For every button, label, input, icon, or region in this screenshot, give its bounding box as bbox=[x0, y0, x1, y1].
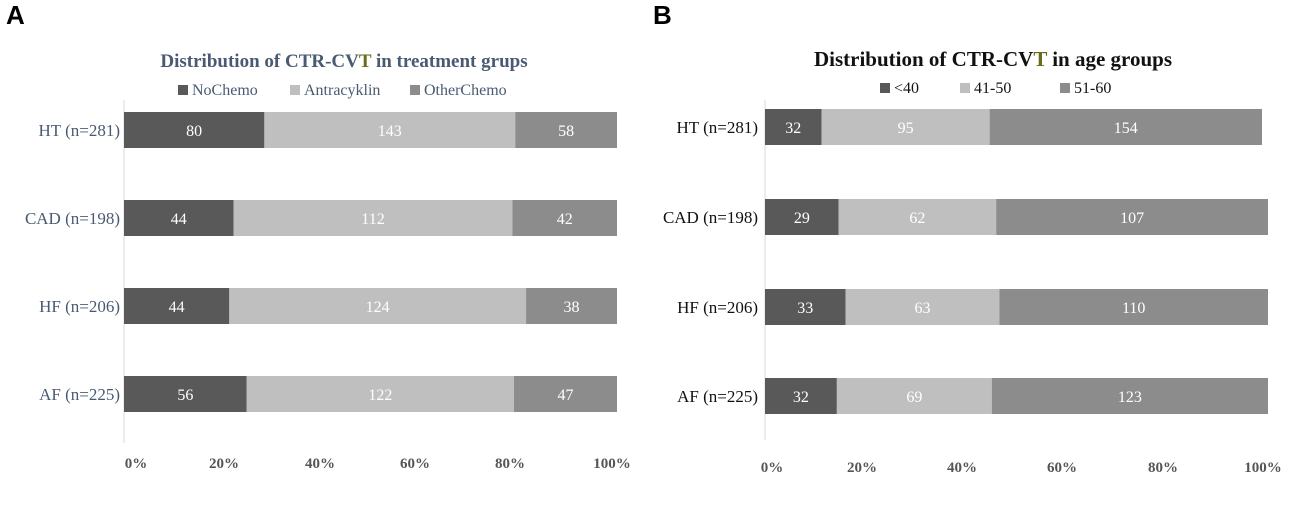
chart1-title-main: Distribution of CTR-CV bbox=[160, 51, 359, 72]
chart1-x-tick-4: 60% bbox=[400, 456, 430, 472]
chart2-panel: B Distribution of CTR-CVT in age groups <4… bbox=[653, 0, 1282, 476]
chart2-bar-2-1 bbox=[765, 199, 839, 235]
chart1-bar-3-1 bbox=[124, 288, 230, 324]
chart1-legend-label-1: NoChemo bbox=[192, 82, 258, 99]
chart2-legend-label-1: <40 bbox=[894, 80, 919, 97]
chart2-x-tick-5: 80% bbox=[1148, 460, 1178, 476]
chart2-category-label-2: CAD (n=198) bbox=[663, 208, 758, 227]
chart1-title: Distribution of CTR-CVT in treatment gru… bbox=[160, 51, 527, 72]
chart1-category-label-4: AF (n=225) bbox=[39, 385, 120, 404]
chart1-bar-1-3 bbox=[515, 112, 617, 148]
chart2-bar-3-1 bbox=[765, 289, 846, 325]
chart1-bar-4-2 bbox=[246, 376, 515, 412]
chart2-legend-swatch-2 bbox=[960, 83, 970, 93]
chart1-bar-2-3 bbox=[512, 200, 617, 236]
chart2-bar-3-2 bbox=[845, 289, 1000, 325]
chart1-bar-3-2 bbox=[229, 288, 527, 324]
chart2-bar-4-3 bbox=[991, 378, 1268, 414]
chart1-legend-swatch-1 bbox=[178, 85, 188, 95]
chart1-data-label-3-2: 124 bbox=[366, 299, 390, 316]
chart2-x-tick-6: 100% bbox=[1244, 460, 1282, 476]
chart1-data-label-4-3: 47 bbox=[558, 387, 574, 404]
chart1-title-accent: T bbox=[359, 51, 372, 72]
chart1-legend-swatch-3 bbox=[410, 85, 420, 95]
chart1-category-label-3: HF (n=206) bbox=[39, 297, 120, 316]
chart2-panel-letter: B bbox=[653, 0, 672, 30]
chart1-x-tick-1: 0% bbox=[125, 456, 148, 472]
chart2-bar-1-2 bbox=[821, 109, 990, 145]
chart1-bar-1-1 bbox=[124, 112, 265, 148]
chart1-data-label-1-2: 143 bbox=[378, 123, 402, 140]
chart2-legend-label-3: 51-60 bbox=[1074, 80, 1111, 97]
chart1-bar-1-2 bbox=[264, 112, 516, 148]
chart2-category-label-1: HT (n=281) bbox=[676, 118, 758, 137]
chart1-data-label-2-2: 112 bbox=[361, 211, 384, 228]
chart2-legend-swatch-3 bbox=[1060, 83, 1070, 93]
chart1-panel-letter: A bbox=[6, 0, 25, 30]
chart2-bar-2-3 bbox=[996, 199, 1268, 235]
chart1-data-label-4-2: 122 bbox=[368, 387, 392, 404]
chart2-x-tick-4: 60% bbox=[1047, 460, 1077, 476]
chart1-x-tick-5: 80% bbox=[495, 456, 525, 472]
chart2-category-label-3: HF (n=206) bbox=[677, 298, 758, 317]
chart1-bar-4-1 bbox=[124, 376, 247, 412]
chart2-data-label-3-1: 33 bbox=[797, 300, 813, 317]
chart1-bar-2-2 bbox=[233, 200, 513, 236]
chart2-title-main: Distribution of CTR-CV bbox=[814, 47, 1033, 71]
chart2-x-tick-2: 20% bbox=[847, 460, 877, 476]
chart2-data-label-4-2: 69 bbox=[906, 389, 922, 406]
chart1-data-label-3-3: 38 bbox=[564, 299, 580, 316]
chart1-category-label-1: HT (n=281) bbox=[38, 121, 120, 140]
chart2-data-label-1-1: 32 bbox=[785, 120, 801, 137]
chart2-data-label-1-2: 95 bbox=[898, 120, 914, 137]
chart2-data-label-2-3: 107 bbox=[1120, 210, 1144, 227]
chart2-data-label-2-1: 29 bbox=[794, 210, 810, 227]
chart2-x-tick-3: 40% bbox=[947, 460, 977, 476]
chart2-data-label-2-2: 62 bbox=[909, 210, 925, 227]
chart1-legend-label-3: OtherChemo bbox=[424, 82, 507, 99]
chart2-data-label-3-2: 63 bbox=[914, 300, 930, 317]
chart1-category-label-2: CAD (n=198) bbox=[25, 209, 120, 228]
chart2-title: Distribution of CTR-CVT in age groups bbox=[814, 47, 1172, 71]
chart2-legend-label-2: 41-50 bbox=[974, 80, 1011, 97]
chart1-panel: A Distribution of CTR-CVT in treatment gr… bbox=[6, 0, 631, 472]
chart2-bar-2-2 bbox=[838, 199, 997, 235]
chart2-bar-1-1 bbox=[765, 109, 822, 145]
chart2-bar-4-1 bbox=[765, 378, 837, 414]
chart1-title-tail: in treatment grups bbox=[371, 51, 527, 72]
chart2-bar-4-2 bbox=[836, 378, 992, 414]
chart1-legend-label-2: Antracyklin bbox=[304, 82, 380, 99]
chart2-legend-swatch-1 bbox=[880, 83, 890, 93]
chart1-data-label-3-1: 44 bbox=[169, 299, 185, 316]
chart2-data-label-4-3: 123 bbox=[1118, 389, 1142, 406]
chart1-legend-swatch-2 bbox=[290, 85, 300, 95]
chart1-data-label-1-1: 80 bbox=[186, 123, 202, 140]
chart2-x-tick-1: 0% bbox=[761, 460, 784, 476]
chart2-title-tail: in age groups bbox=[1047, 47, 1172, 71]
chart2-bar-3-3 bbox=[999, 289, 1268, 325]
chart1-data-label-2-3: 42 bbox=[557, 211, 573, 228]
chart1-bar-4-3 bbox=[514, 376, 617, 412]
chart1-data-label-2-1: 44 bbox=[171, 211, 187, 228]
chart1-data-label-4-1: 56 bbox=[177, 387, 193, 404]
chart1-x-tick-6: 100% bbox=[593, 456, 631, 472]
chart2-data-label-1-3: 154 bbox=[1114, 120, 1138, 137]
chart2-category-label-4: AF (n=225) bbox=[677, 387, 758, 406]
chart2-bar-1-3 bbox=[989, 109, 1262, 145]
chart1-data-label-1-3: 58 bbox=[558, 123, 574, 140]
chart1-bar-2-1 bbox=[124, 200, 234, 236]
chart2-title-accent: T bbox=[1033, 47, 1047, 71]
chart2-data-label-4-1: 32 bbox=[793, 389, 809, 406]
chart1-x-tick-2: 20% bbox=[209, 456, 239, 472]
chart1-bar-3-3 bbox=[526, 288, 617, 324]
chart2-data-label-3-3: 110 bbox=[1122, 300, 1145, 317]
chart1-x-tick-3: 40% bbox=[305, 456, 335, 472]
